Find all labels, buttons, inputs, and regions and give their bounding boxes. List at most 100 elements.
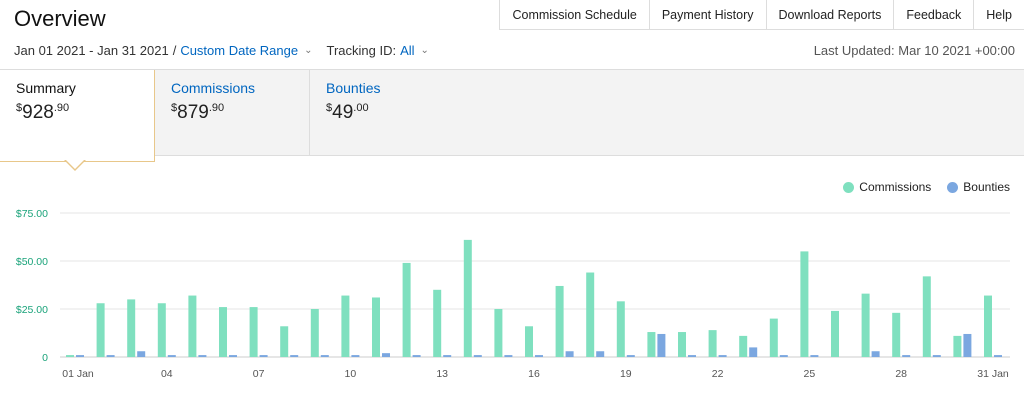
bounties-bar[interactable] [229, 355, 237, 357]
commissions-cents: .90 [208, 102, 225, 114]
top-nav: Commission Schedule Payment History Down… [499, 0, 1024, 30]
bounties-bar[interactable] [320, 355, 329, 357]
bounties-dot-icon [947, 181, 959, 193]
bounties-bar[interactable] [137, 351, 146, 357]
commissions-bar[interactable] [341, 295, 350, 357]
x-tick-label: 07 [253, 368, 265, 380]
commissions-bar[interactable] [66, 355, 74, 357]
commissions-bar[interactable] [984, 295, 992, 357]
bounties-bar[interactable] [504, 355, 513, 357]
bounties-bar[interactable] [688, 355, 696, 357]
currency-symbol: $ [171, 102, 178, 114]
commissions-bar[interactable] [616, 301, 625, 357]
last-updated-text: Last Updated: Mar 10 2021 +00:00 [813, 43, 1015, 58]
x-tick-label: 01 Jan [62, 368, 94, 380]
bounties-bar[interactable] [290, 355, 299, 357]
payment-history-link[interactable]: Payment History [650, 0, 767, 29]
commissions-bar[interactable] [188, 295, 197, 357]
legend-commissions[interactable]: Commissions [843, 180, 931, 194]
commissions-bar[interactable] [922, 276, 931, 357]
bounties-bar[interactable] [718, 355, 727, 357]
commissions-bar[interactable] [402, 262, 411, 357]
bounties-bar[interactable] [382, 353, 390, 357]
y-tick-label: $25.00 [16, 304, 48, 316]
tab-commissions[interactable]: Commissions $879.90 [155, 70, 310, 156]
bounties-bar[interactable] [351, 355, 360, 357]
commissions-bar[interactable] [310, 309, 319, 357]
bounties-bar[interactable] [657, 333, 666, 357]
bounties-bar[interactable] [810, 355, 819, 357]
commissions-bar[interactable] [831, 310, 839, 357]
bounties-cents: .00 [353, 102, 369, 114]
commissions-bar[interactable] [219, 307, 227, 357]
bounties-bar[interactable] [626, 355, 635, 357]
commissions-bar[interactable] [494, 309, 503, 357]
commission-schedule-link[interactable]: Commission Schedule [500, 0, 650, 29]
y-tick-label: $75.00 [16, 208, 48, 220]
commissions-bar[interactable] [678, 332, 686, 357]
commissions-bar[interactable] [647, 332, 656, 357]
commissions-bar[interactable] [127, 299, 136, 357]
bounties-bar[interactable] [443, 355, 452, 357]
custom-date-range-dropdown[interactable]: Custom Date Range [180, 43, 299, 58]
feedback-link[interactable]: Feedback [894, 0, 975, 29]
commissions-bar[interactable] [433, 289, 442, 357]
tab-commissions-label: Commissions [171, 80, 256, 96]
commissions-bar[interactable] [800, 251, 809, 357]
commissions-bar[interactable] [708, 330, 717, 357]
selected-tab-pointer-fill [65, 159, 85, 169]
tracking-id-label: Tracking ID: [326, 43, 397, 58]
commissions-bar[interactable] [525, 326, 533, 357]
commissions-bar[interactable] [586, 272, 595, 357]
date-range-text: Jan 01 2021 - Jan 31 2021 [14, 43, 169, 58]
chevron-down-icon[interactable]: ⌄ [420, 45, 429, 56]
bounties-bar[interactable] [412, 355, 421, 357]
bounties-bar[interactable] [596, 351, 605, 357]
tracking-id-dropdown[interactable]: All [400, 43, 415, 58]
bounties-bar[interactable] [535, 355, 543, 357]
x-tick-label: 16 [528, 368, 540, 380]
chart-legend: Commissions Bounties [827, 180, 1010, 194]
bounties-bar[interactable] [565, 351, 574, 357]
commissions-bar[interactable] [769, 318, 778, 357]
x-tick-label: 22 [712, 368, 724, 380]
commissions-bar[interactable] [892, 312, 901, 357]
commissions-bar[interactable] [739, 335, 748, 357]
summary-whole: 928 [22, 102, 54, 123]
commissions-bar[interactable] [96, 303, 105, 357]
bounties-bar[interactable] [76, 355, 84, 357]
bounties-whole: 49 [332, 102, 354, 123]
commissions-bar[interactable] [249, 307, 258, 357]
bounties-bar[interactable] [994, 355, 1002, 357]
tab-bounties[interactable]: Bounties $49.00 [310, 70, 510, 156]
commissions-bar[interactable] [953, 335, 962, 357]
y-tick-label: $50.00 [16, 256, 48, 268]
bounties-bar[interactable] [871, 351, 880, 357]
commissions-bar[interactable] [555, 285, 564, 357]
bounties-bar[interactable] [106, 355, 115, 357]
commissions-bar[interactable] [280, 326, 289, 357]
x-tick-label: 31 Jan [977, 368, 1009, 380]
bounties-bar[interactable] [932, 355, 941, 357]
chevron-down-icon[interactable]: ⌄ [304, 45, 313, 56]
currency-symbol: $ [326, 102, 333, 114]
bounties-bar[interactable] [259, 355, 268, 357]
legend-bounties[interactable]: Bounties [947, 180, 1010, 194]
tab-summary[interactable]: Summary $928.90 [0, 70, 155, 162]
bounties-bar[interactable] [902, 355, 911, 357]
bounties-bar[interactable] [963, 333, 972, 357]
bounties-bar[interactable] [198, 355, 207, 357]
bounties-bar[interactable] [167, 355, 176, 357]
bounties-bar[interactable] [749, 347, 758, 357]
commissions-bar[interactable] [463, 239, 472, 357]
download-reports-link[interactable]: Download Reports [767, 0, 895, 29]
commissions-dot-icon [843, 181, 855, 193]
commissions-bar[interactable] [372, 297, 380, 357]
bounties-bar[interactable] [473, 355, 482, 357]
bounties-bar[interactable] [779, 355, 788, 357]
commissions-bar[interactable] [861, 293, 870, 357]
commissions-whole: 879 [177, 102, 209, 123]
commissions-bar[interactable] [157, 303, 166, 357]
tab-summary-label: Summary [16, 80, 76, 96]
help-link[interactable]: Help [986, 7, 1012, 22]
